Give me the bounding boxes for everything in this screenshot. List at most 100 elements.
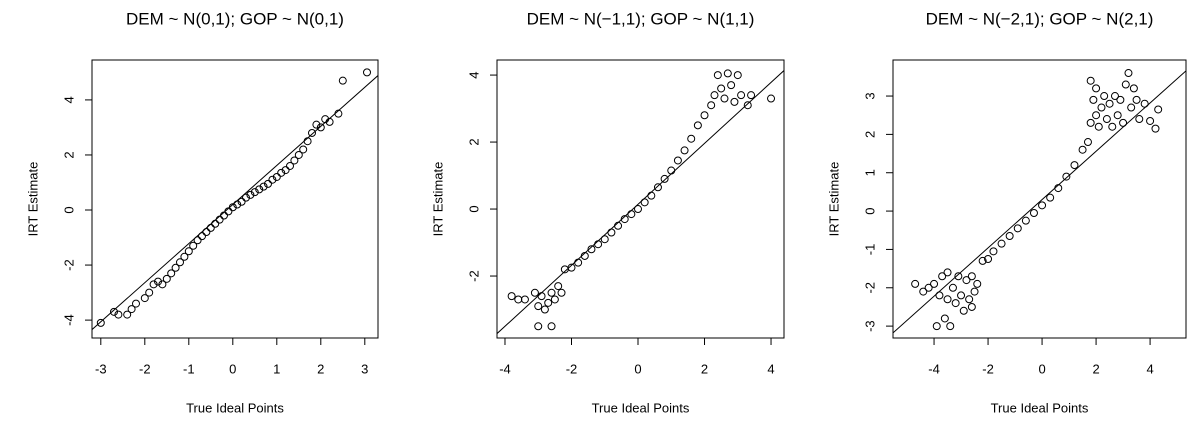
point	[948, 283, 957, 292]
point	[733, 71, 742, 80]
point	[943, 268, 952, 277]
point	[96, 318, 105, 327]
point	[363, 68, 371, 77]
point	[110, 307, 118, 316]
point	[1094, 122, 1103, 131]
point	[614, 221, 623, 230]
point	[272, 172, 281, 181]
point	[1116, 95, 1125, 104]
point	[1083, 138, 1092, 147]
point	[534, 302, 543, 311]
point	[255, 185, 264, 194]
x-tick-label: 4	[1146, 361, 1153, 376]
point	[587, 245, 596, 254]
point	[1054, 184, 1063, 193]
point	[957, 291, 966, 300]
point	[720, 94, 729, 103]
point	[202, 228, 211, 237]
plot-frame	[91, 59, 379, 339]
point	[171, 263, 180, 272]
point	[507, 292, 516, 301]
plot-frame	[892, 59, 1187, 339]
point	[250, 188, 259, 197]
point	[224, 207, 233, 216]
point	[312, 120, 321, 129]
point	[321, 115, 330, 124]
point	[242, 193, 250, 202]
x-axis-label: True Ideal Points	[592, 400, 690, 415]
point	[930, 279, 939, 288]
point	[228, 203, 237, 212]
point	[316, 123, 325, 132]
point	[233, 200, 242, 209]
point	[1029, 208, 1038, 217]
point	[1078, 145, 1087, 154]
chart-title: DEM ~ N(0,1); GOP ~ N(0,1)	[126, 9, 344, 28]
point	[334, 109, 343, 118]
point	[1105, 99, 1114, 108]
point	[544, 298, 553, 307]
point	[1046, 193, 1055, 202]
point	[620, 215, 629, 224]
y-tick-label: 1	[862, 169, 877, 176]
point	[954, 272, 963, 281]
point	[193, 236, 202, 245]
y-tick-label: 0	[61, 206, 76, 213]
y-tick-label: 4	[466, 71, 481, 78]
point	[1089, 95, 1098, 104]
x-tick-label: 4	[767, 361, 774, 376]
y-tick-label: 2	[466, 138, 481, 145]
point	[680, 146, 689, 155]
point	[710, 91, 719, 100]
point	[530, 288, 539, 297]
point	[978, 256, 987, 265]
point	[1140, 99, 1149, 108]
y-tick-label: -4	[61, 314, 76, 326]
point	[1100, 92, 1109, 101]
point	[911, 279, 920, 288]
point	[154, 277, 162, 286]
reference-line	[497, 70, 784, 334]
point	[707, 101, 716, 110]
point	[673, 156, 682, 165]
point	[1113, 111, 1122, 120]
point	[1129, 84, 1138, 93]
point	[149, 280, 158, 289]
point	[951, 299, 960, 308]
y-tick-label: -2	[862, 282, 877, 294]
point	[647, 191, 656, 200]
point	[1062, 172, 1071, 181]
point	[1151, 124, 1160, 133]
y-tick-label: 2	[862, 131, 877, 138]
point	[237, 197, 246, 206]
point	[717, 84, 726, 93]
x-axis-label: True Ideal Points	[991, 400, 1089, 415]
reference-line	[92, 75, 378, 330]
x-tick-label: -2	[566, 361, 578, 376]
point	[967, 302, 976, 311]
x-tick-label: 0	[634, 361, 641, 376]
x-tick-label: -3	[95, 361, 107, 376]
point	[727, 81, 736, 90]
point	[557, 288, 566, 297]
point	[554, 282, 563, 291]
point	[534, 322, 543, 331]
x-tick-label: -2	[982, 361, 994, 376]
point	[600, 235, 609, 244]
point	[984, 255, 993, 264]
point	[997, 239, 1006, 248]
y-tick-label: -3	[862, 320, 877, 332]
point	[747, 91, 756, 100]
point	[286, 161, 294, 170]
x-tick-label: 2	[317, 361, 324, 376]
point	[1092, 111, 1101, 120]
x-tick-label: -4	[928, 361, 940, 376]
point	[1092, 84, 1101, 93]
x-tick-label: -1	[183, 361, 195, 376]
x-tick-label: 0	[1038, 361, 1045, 376]
x-tick-label: 2	[701, 361, 708, 376]
point	[290, 156, 299, 165]
point	[180, 252, 189, 261]
point	[259, 182, 268, 191]
